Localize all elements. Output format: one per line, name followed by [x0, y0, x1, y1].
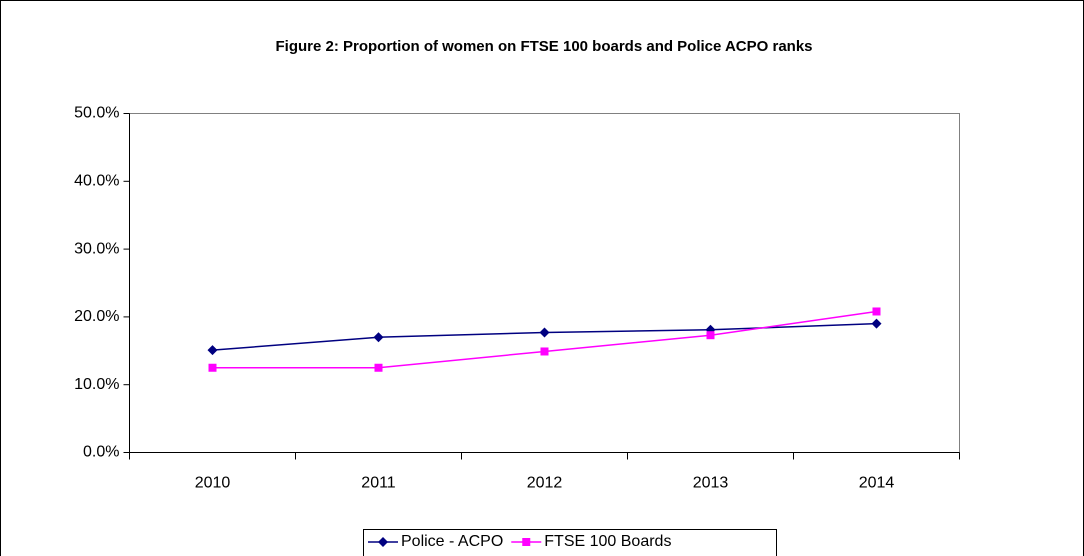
legend-box: [363, 529, 777, 556]
y-tick-label: 0.0%: [83, 444, 119, 461]
y-tick-label: 50.0%: [74, 105, 119, 122]
data-point: [539, 327, 550, 338]
legend-label: FTSE 100 Boards: [544, 533, 671, 550]
data-point: [374, 363, 383, 372]
x-tick-label: 2012: [527, 475, 563, 492]
y-tick-label: 40.0%: [74, 173, 119, 190]
legend-marker: [378, 537, 388, 547]
chart-title: Figure 2: Proportion of women on FTSE 10…: [275, 38, 812, 55]
data-point: [208, 363, 217, 372]
data-point: [540, 347, 549, 356]
data-point: [207, 345, 218, 356]
legend-marker: [522, 538, 531, 546]
x-tick-label: 2013: [693, 475, 729, 492]
x-tick-label: 2014: [859, 475, 895, 492]
data-point: [872, 307, 881, 316]
x-tick-label: 2010: [195, 475, 231, 492]
data-point: [871, 318, 882, 329]
legend-label: Police - ACPO: [401, 533, 503, 550]
y-tick-label: 10.0%: [74, 376, 119, 393]
data-point: [706, 331, 715, 340]
y-tick-label: 30.0%: [74, 240, 119, 257]
x-tick-label: 2011: [361, 475, 396, 492]
y-tick-label: 20.0%: [74, 308, 119, 325]
data-point: [373, 332, 384, 343]
